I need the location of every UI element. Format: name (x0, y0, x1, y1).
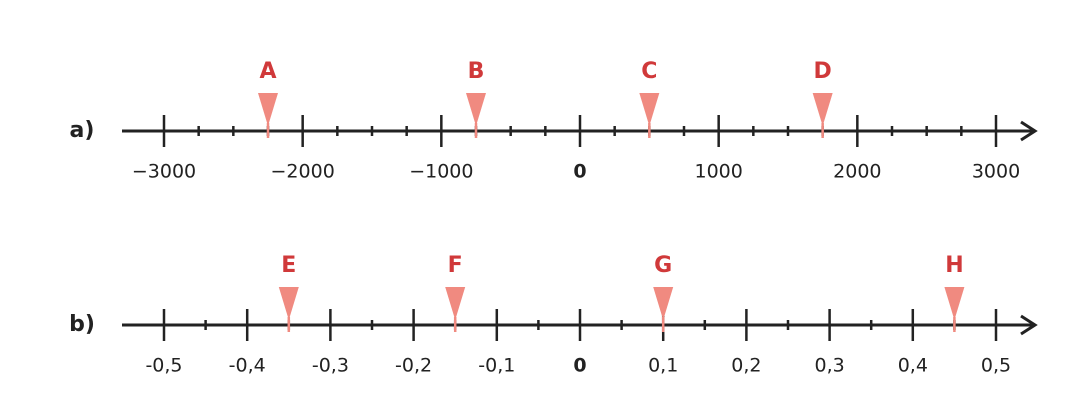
point-label: H (945, 253, 963, 278)
point-label: B (468, 59, 485, 84)
tick-label: 0,4 (898, 355, 928, 377)
axis-arrow (1020, 120, 1038, 142)
point-marker (278, 287, 299, 320)
tick-label: -0,4 (229, 355, 266, 377)
tick-label: 0,3 (814, 355, 844, 377)
tick-label: −2000 (271, 161, 335, 183)
tick-label: −1000 (409, 161, 473, 183)
point-label: D (814, 59, 832, 84)
tick-label: 0 (573, 161, 586, 183)
tick-label: 1000 (694, 161, 742, 183)
tick-label: -0,5 (145, 355, 182, 377)
point-label: E (281, 253, 296, 278)
point-marker (466, 93, 486, 126)
line-label: a) (70, 118, 95, 143)
axis-arrow (1020, 314, 1038, 336)
tick-label: −3000 (132, 161, 196, 183)
tick-label: 0 (573, 355, 586, 377)
point-marker (653, 287, 674, 320)
tick-label: 0,5 (981, 355, 1011, 377)
line-label: b) (69, 312, 95, 337)
point-label: C (641, 59, 657, 84)
point-marker (445, 287, 466, 320)
tick-label: -0,1 (478, 355, 515, 377)
point-label: G (654, 253, 672, 278)
point-marker (944, 287, 965, 320)
tick-label: 0,2 (731, 355, 761, 377)
tick-label: 2000 (833, 161, 881, 183)
point-marker (258, 93, 278, 126)
tick-label: 0,1 (648, 355, 678, 377)
point-marker (639, 93, 660, 126)
tick-label: -0,3 (312, 355, 349, 377)
point-label: F (448, 253, 463, 278)
point-marker (812, 93, 833, 126)
tick-label: -0,2 (395, 355, 432, 377)
tick-label: 3000 (972, 161, 1020, 183)
point-label: A (259, 59, 276, 84)
